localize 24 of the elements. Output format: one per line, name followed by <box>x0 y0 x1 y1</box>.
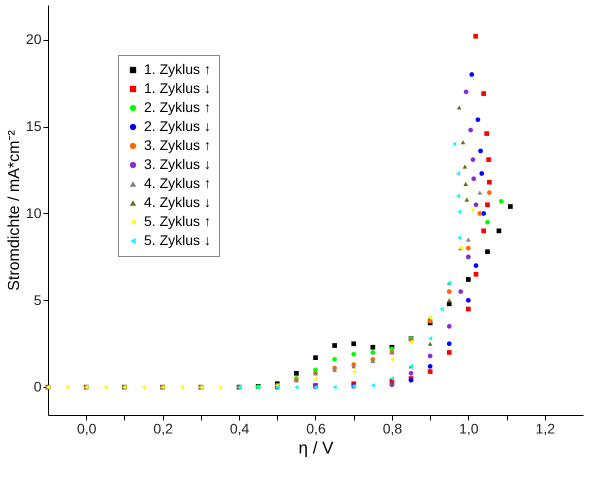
x-tick-label: 0,2 <box>153 420 174 436</box>
legend-label: 4. Zyklus ↓ <box>144 194 211 210</box>
legend-label: 5. Zyklus ↓ <box>144 232 211 248</box>
x-axis-title: η / V <box>298 438 334 458</box>
legend-label: 2. Zyklus ↓ <box>144 118 211 134</box>
x-tick-label: 0,6 <box>306 420 326 436</box>
y-tick-label: 10 <box>26 204 42 221</box>
y-axis-title: Stromdichte / mA*cm⁻² <box>6 130 23 291</box>
y-tick-label: 15 <box>26 118 42 134</box>
y-tick-label: 0 <box>34 378 42 395</box>
x-tick-label: 0,8 <box>382 420 402 436</box>
legend-label: 1. Zyklus ↑ <box>144 61 211 77</box>
legend-label: 2. Zyklus ↑ <box>144 99 211 115</box>
legend-label: 3. Zyklus ↓ <box>144 156 211 172</box>
legend-label: 1. Zyklus ↓ <box>144 80 211 96</box>
legend-label: 5. Zyklus ↑ <box>144 213 211 229</box>
legend-label: 3. Zyklus ↑ <box>144 137 211 153</box>
legend-label: 4. Zyklus ↑ <box>144 175 211 191</box>
x-tick-label: 1,0 <box>459 420 479 436</box>
x-tick-label: 0,4 <box>230 420 250 436</box>
x-tick-label: 0,0 <box>76 420 97 436</box>
y-tick-label: 20 <box>26 31 42 48</box>
y-tick-label: 5 <box>34 292 42 308</box>
x-tick-label: 1,2 <box>536 420 556 436</box>
